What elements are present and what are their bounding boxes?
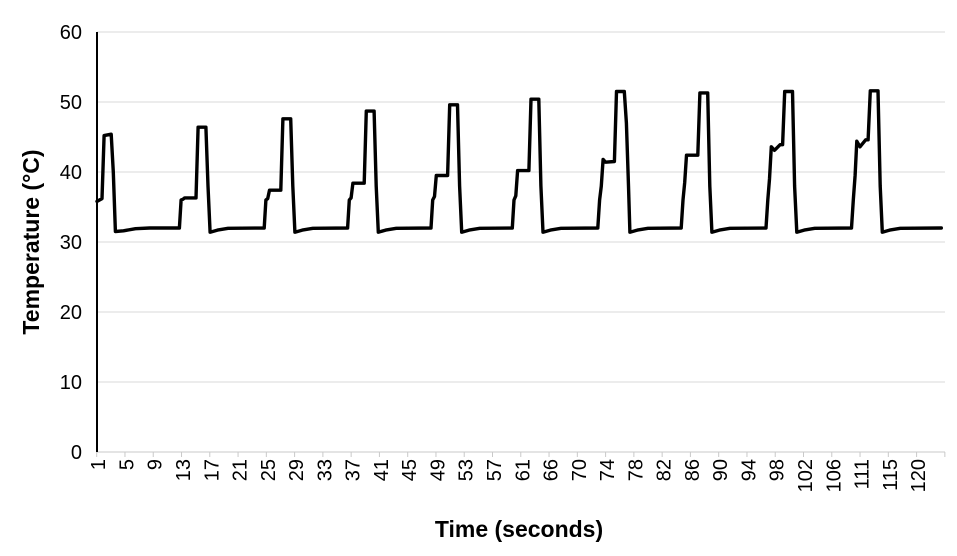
y-tick-label: 50	[60, 92, 82, 114]
y-tick-label: 60	[60, 22, 82, 44]
x-tick-label: 98	[767, 459, 789, 481]
x-tick-label: 66	[541, 459, 563, 481]
x-tick-label: 1	[88, 459, 110, 470]
x-tick-label: 57	[484, 459, 506, 481]
x-tick-label: 41	[371, 459, 393, 481]
x-tick-labels-layer: 1 5 9 13 17 21 25 29 33 37 41 45 49 53 57 61 66 70 74 78 82 8…	[88, 459, 930, 492]
x-tick-label: 61	[512, 459, 534, 481]
y-tick-label: 10	[60, 372, 82, 394]
x-tick-label: 37	[343, 459, 365, 481]
x-axis-title: Time (seconds)	[435, 516, 603, 542]
x-tick-label: 111	[852, 459, 874, 489]
x-tick-label: 33	[314, 459, 336, 481]
x-tick-label: 86	[682, 459, 704, 481]
x-tick-label: 5	[116, 459, 138, 470]
x-tick-label: 90	[710, 459, 732, 481]
x-tick-label: 17	[201, 459, 223, 481]
y-tick-label: 20	[60, 302, 82, 324]
x-tick-label: 45	[399, 459, 421, 481]
y-tick-label: 0	[71, 442, 82, 464]
x-tick-label: 120	[908, 459, 930, 492]
y-axis-title: Temperature (°C)	[18, 149, 44, 334]
x-tick-label: 115	[880, 459, 902, 491]
x-tick-label: 94	[738, 459, 760, 481]
x-tick-label: 29	[286, 459, 308, 481]
gridlines-layer	[97, 31, 945, 453]
x-tick-label: 106	[823, 459, 845, 492]
x-tick-label: 9	[145, 459, 167, 470]
y-tick-label: 30	[60, 232, 82, 254]
x-tick-label: 53	[456, 459, 478, 481]
x-tick-label: 102	[795, 459, 817, 492]
x-tick-label: 74	[597, 459, 619, 481]
x-tick-label: 25	[258, 459, 280, 481]
x-tick-label: 82	[654, 459, 676, 481]
x-tick-label: 70	[569, 459, 591, 481]
y-tick-labels-layer: 0 10 20 30 40 50 60	[60, 22, 82, 464]
x-tick-label: 78	[625, 459, 647, 481]
x-tick-label: 13	[173, 459, 195, 481]
y-tick-label: 40	[60, 162, 82, 184]
x-tick-marks-layer	[96, 452, 946, 457]
x-tick-label: 49	[427, 459, 449, 481]
temperature-series-line	[95, 89, 943, 234]
x-tick-label: 21	[230, 459, 252, 481]
